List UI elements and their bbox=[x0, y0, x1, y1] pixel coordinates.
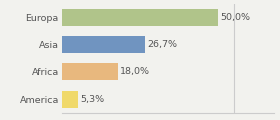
Text: 5,3%: 5,3% bbox=[80, 95, 104, 104]
Text: 50,0%: 50,0% bbox=[220, 13, 250, 22]
Text: 26,7%: 26,7% bbox=[147, 40, 177, 49]
Bar bbox=[62, 9, 218, 26]
Bar bbox=[62, 63, 118, 80]
Bar bbox=[62, 91, 78, 108]
Bar bbox=[62, 36, 145, 53]
Text: 18,0%: 18,0% bbox=[120, 67, 150, 76]
